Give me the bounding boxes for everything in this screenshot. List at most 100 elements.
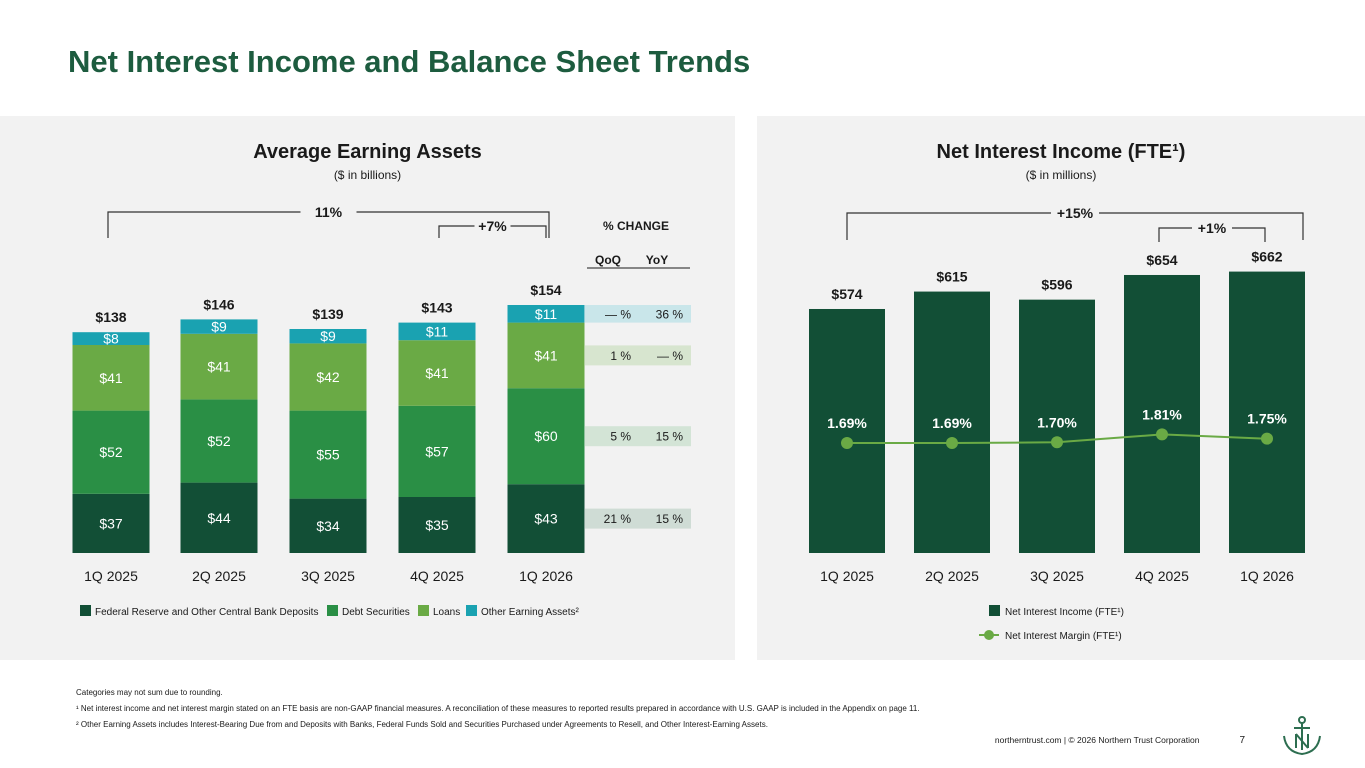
aea-segment-label: $41 (99, 370, 123, 386)
aea-segment-label: $37 (99, 515, 123, 531)
aea-category-label: 1Q 2025 (84, 568, 138, 584)
nim-value-label: 1.69% (827, 415, 867, 431)
aea-change-qoq: 1 % (610, 349, 631, 363)
aea-segment-label: $11 (535, 306, 558, 322)
nii-category-label: 1Q 2026 (1240, 568, 1294, 584)
page-title: Net Interest Income and Balance Sheet Tr… (68, 44, 751, 79)
aea-bar-segment (398, 405, 476, 497)
aea-change-row-bg (585, 345, 691, 366)
aea-bar-segment (72, 410, 150, 494)
aea-segment-label: $52 (207, 433, 231, 449)
nim-point (1051, 436, 1063, 449)
nii-legend-label: Net Interest Income (FTE¹) (1005, 607, 1124, 618)
aea-segment-label: $41 (534, 347, 558, 363)
aea-legend-swatch (327, 605, 338, 616)
aea-bar-segment (398, 322, 476, 341)
aea-bar-segment (72, 345, 150, 411)
aea-bar-segment (507, 484, 585, 553)
aea-change-yoy: 36 % (656, 307, 684, 321)
aea-bar-segment (398, 340, 476, 406)
nii-bar (809, 308, 885, 553)
nii-category-label: 3Q 2025 (1030, 568, 1084, 584)
nim-value-label: 1.69% (932, 415, 972, 431)
nim-point (946, 437, 958, 449)
aea-legend-label: Debt Securities (342, 607, 410, 618)
footer: northerntrust.com | © 2026 Northern Trus… (995, 735, 1245, 746)
footnote-2: ² Other Earning Assets includes Interest… (76, 720, 768, 729)
aea-segment-label: $11 (426, 323, 449, 339)
aea-bracket-line (438, 225, 475, 238)
nim-legend-label: Net Interest Margin (FTE¹) (1005, 631, 1122, 642)
aea-total-label: $139 (312, 306, 343, 322)
aea-segment-label: $60 (534, 428, 558, 444)
aea-bar-segment (289, 410, 367, 499)
aea-category-label: 4Q 2025 (410, 568, 464, 584)
aea-total-label: $154 (530, 282, 561, 298)
aea-legend-swatch (466, 605, 477, 616)
aea-total-label: $146 (203, 296, 234, 312)
aea-bracket-line (510, 225, 547, 238)
aea-bracket-line (107, 211, 301, 238)
nii-category-label: 1Q 2025 (820, 568, 874, 584)
aea-segment-label: $52 (99, 444, 123, 460)
nii-value-label: $654 (1146, 252, 1177, 268)
aea-bar-segment (289, 343, 367, 411)
aea-chart: $37 $52 $41 $8 $138 1Q 2025 $44 $52 $41 $9 $146 2Q … (72, 204, 691, 618)
aea-change-yoy: 15 % (656, 512, 684, 526)
aea-bar-segment (180, 482, 258, 553)
nii-bar (914, 291, 990, 553)
aea-bar-segment (180, 333, 258, 400)
aea-bar-segment (289, 498, 367, 553)
aea-segment-label: $55 (316, 447, 340, 463)
aea-segment-label: $35 (425, 517, 449, 533)
nii-category-label: 2Q 2025 (925, 568, 979, 584)
nim-value-label: 1.81% (1142, 406, 1182, 422)
aea-legend-swatch (418, 605, 429, 616)
aea-total-label: $138 (95, 309, 126, 325)
northern-trust-anchor-icon (1283, 716, 1321, 756)
nii-chart: $574 1Q 2025 $615 2Q 2025 $596 3Q 2025 $654 4Q … (809, 205, 1305, 642)
aea-change-header: % CHANGE (603, 219, 669, 233)
aea-chart-title: Average Earning Assets (253, 141, 482, 163)
aea-segment-label: $34 (316, 518, 340, 534)
net-interest-income-panel: Net Interest Income (FTE¹) ($ in million… (757, 116, 1365, 660)
footnotes: Categories may not sum due to rounding. … (76, 685, 920, 733)
nii-value-label: $615 (936, 269, 967, 285)
aea-segment-label: $41 (425, 365, 449, 381)
page-number: 7 (1239, 735, 1245, 746)
aea-change-col-qoq: QoQ (595, 253, 621, 267)
aea-bar-segment (180, 319, 258, 334)
aea-change-yoy: 15 % (656, 430, 684, 444)
aea-category-label: 2Q 2025 (192, 568, 246, 584)
nii-bracket-line (846, 212, 1051, 240)
aea-change-qoq: — % (605, 307, 631, 321)
nim-legend-marker (984, 630, 994, 640)
aea-chart-subtitle: ($ in billions) (333, 168, 402, 182)
nii-bar (1019, 299, 1095, 553)
aea-change-row-bg (585, 508, 691, 529)
aea-segment-label: $9 (320, 328, 336, 344)
aea-bar-segment (289, 329, 367, 344)
nii-value-label: $596 (1041, 277, 1072, 293)
nii-value-label: $662 (1251, 249, 1282, 265)
aea-change-col-yoy: YoY (646, 253, 668, 267)
aea-bracket-line (356, 211, 550, 238)
average-earning-assets-panel: Average Earning Assets ($ in billions) $… (0, 116, 735, 660)
nii-bar (1229, 271, 1305, 553)
aea-segment-label: $8 (103, 331, 119, 347)
aea-bar-segment (507, 322, 585, 389)
aea-bracket-label: +7% (478, 218, 507, 234)
footer-text: northerntrust.com | © 2026 Northern Trus… (994, 735, 1200, 745)
nim-value-label: 1.70% (1037, 414, 1077, 430)
nii-category-label: 4Q 2025 (1135, 568, 1189, 584)
nii-chart-subtitle: ($ in millions) (1025, 168, 1097, 182)
footnote-1: ¹ Net interest income and net interest m… (76, 704, 920, 713)
aea-segment-label: $44 (207, 510, 231, 526)
aea-bar-segment (507, 305, 585, 323)
nii-legend-swatch (989, 605, 1000, 616)
aea-legend-swatch (80, 605, 91, 616)
nii-bracket-label: +15% (1057, 205, 1094, 221)
aea-legend-label: Loans (433, 607, 460, 618)
aea-change-qoq: 5 % (610, 430, 631, 444)
footnote-rounding: Categories may not sum due to rounding. (76, 688, 223, 697)
